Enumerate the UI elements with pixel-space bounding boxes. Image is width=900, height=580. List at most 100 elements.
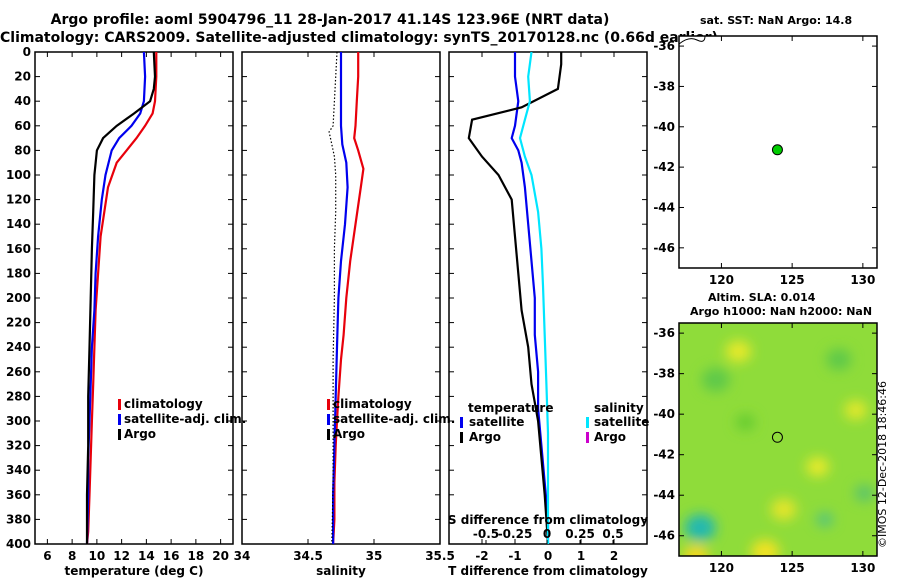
sla-map-ytick-label: -40 <box>653 407 675 421</box>
temperature-xtick-label: 8 <box>68 549 76 563</box>
difference-xtick-label: -1 <box>508 549 521 563</box>
salinity-xtick-label: 34 <box>234 549 251 563</box>
sla-map-blob <box>806 457 829 477</box>
sst-map-ytick-label: -36 <box>653 39 675 53</box>
diff-temp-legend-heading: temperature <box>468 401 553 415</box>
diff-secondary-tick-label: 0 <box>543 527 551 541</box>
difference-series-t-argo <box>467 52 563 545</box>
salinity-legend-label: climatology <box>333 397 412 411</box>
depth-tick-label: 140 <box>6 217 31 231</box>
temperature-xtick-label: 10 <box>89 549 106 563</box>
sla-map-xtick-label: 120 <box>709 561 734 575</box>
diff-temp-legend-label: Argo <box>469 430 501 444</box>
depth-tick-label: 320 <box>6 439 31 453</box>
sla-map-title-1: Altim. SLA: 0.014 <box>708 291 816 304</box>
sla-map-blobs <box>683 340 875 556</box>
sla-map-blob <box>735 413 756 431</box>
salinity-series-satellite-adj-clim- <box>332 52 349 544</box>
salinity-xtick-label: 35 <box>366 549 383 563</box>
depth-tick-label: 380 <box>6 512 31 526</box>
sla-map-xtick-label: 130 <box>850 561 875 575</box>
depth-tick-label: 400 <box>6 537 31 551</box>
salinity-series-climatology <box>332 52 365 545</box>
temperature-xtick-label: 14 <box>138 549 155 563</box>
difference-xtick-label: 1 <box>577 549 585 563</box>
depth-tick-label: 40 <box>14 94 31 108</box>
sst-map-title: sat. SST: NaN Argo: 14.8 <box>700 14 853 27</box>
sla-map-heat-group <box>679 323 877 556</box>
diff-secondary-tick-label: 0.5 <box>602 527 623 541</box>
sla-map-blob <box>683 545 709 556</box>
temperature-legend-label: satellite-adj. clim. <box>124 412 246 426</box>
temperature-legend-label: Argo <box>124 427 156 441</box>
temperature-legend-label: climatology <box>124 397 203 411</box>
temperature-legend-swatch <box>118 429 121 440</box>
sst-map-ytick-label: -42 <box>653 160 675 174</box>
sla-map-blob <box>684 514 716 541</box>
sla-map-blob <box>770 498 797 521</box>
diff-temp-legend-label: satellite <box>469 415 524 429</box>
depth-tick-label: 120 <box>6 193 31 207</box>
sla-map-ytick-label: -36 <box>653 326 675 340</box>
salinity-legend-swatch <box>327 429 330 440</box>
diff-sal-legend-swatch <box>586 432 589 443</box>
sla-map-frame <box>678 322 878 557</box>
difference-xtick-label: 2 <box>610 549 618 563</box>
sla-map-blob <box>816 512 834 527</box>
diff-sal-legend-heading: salinity <box>594 401 644 415</box>
sla-map-title-2: Argo h1000: NaN h2000: NaN <box>690 305 873 318</box>
diff-sal-legend-label: satellite <box>594 415 649 429</box>
sst-map-xtick-label: 125 <box>780 273 805 287</box>
sla-map-blob <box>751 539 780 556</box>
depth-tick-label: 220 <box>6 316 31 330</box>
depth-tick-label: 280 <box>6 389 31 403</box>
diff-sal-legend-swatch <box>586 417 589 428</box>
temperature-xlabel: temperature (deg C) <box>65 564 204 578</box>
sst-map-ytick-label: -40 <box>653 120 675 134</box>
sla-map-ytick-label: -38 <box>653 367 675 381</box>
depth-tick-label: 340 <box>6 463 31 477</box>
depth-tick-label: 100 <box>6 168 31 182</box>
diff-secondary-tick-label: -0.5 <box>473 527 499 541</box>
title-line-2: Climatology: CARS2009. Satellite-adjuste… <box>0 30 718 46</box>
salinity-series-argo <box>328 51 338 545</box>
difference-series-s-satellite <box>518 51 550 544</box>
depth-tick-label: 200 <box>6 291 31 305</box>
difference-xlabel: T difference from climatology <box>448 564 648 578</box>
salinity-legend-label: Argo <box>333 427 365 441</box>
sst-map-argo-location <box>771 144 783 156</box>
depth-tick-label: 80 <box>14 143 31 157</box>
temperature-legend-swatch <box>118 414 121 425</box>
sst-map-ytick-label: -46 <box>653 241 675 255</box>
diff-secondary-tick-label: 0.25 <box>565 527 595 541</box>
sla-map-blob <box>701 367 730 392</box>
difference-xtick-label: 0 <box>544 549 552 563</box>
temperature-xtick-label: 6 <box>43 549 51 563</box>
depth-tick-label: 360 <box>6 488 31 502</box>
depth-tick-label: 260 <box>6 365 31 379</box>
depth-tick-label: 160 <box>6 242 31 256</box>
depth-tick-label: 240 <box>6 340 31 354</box>
diff-temp-legend-swatch <box>460 432 463 443</box>
salinity-legend-swatch <box>327 399 330 410</box>
temperature-series-argo <box>85 51 157 544</box>
depth-tick-label: 300 <box>6 414 31 428</box>
salinity-legend-swatch <box>327 414 330 425</box>
temperature-series-climatology <box>85 52 158 545</box>
temperature-xtick-label: 16 <box>163 549 180 563</box>
depth-tick-label: 0 <box>23 45 31 59</box>
sla-map-argo-location <box>771 431 783 443</box>
salinity-xtick-label: 34.5 <box>293 549 323 563</box>
difference-xtick-label: -2 <box>475 549 488 563</box>
sst-map-xtick-label: 130 <box>850 273 875 287</box>
sst-map-ytick-label: -44 <box>653 200 675 214</box>
diff-temp-legend-swatch <box>460 417 463 428</box>
sst-map-xtick-label: 120 <box>709 273 734 287</box>
sst-map-ytick-label: -38 <box>653 79 675 93</box>
sla-map-ytick-label: -46 <box>653 529 675 543</box>
sla-map-blob <box>826 348 852 371</box>
sla-map-ytick-label: -44 <box>653 488 675 502</box>
diff-sal-legend-label: Argo <box>594 430 626 444</box>
title-line-1: Argo profile: aoml 5904796_11 28-Jan-201… <box>50 12 610 28</box>
temperature-legend-swatch <box>118 399 121 410</box>
